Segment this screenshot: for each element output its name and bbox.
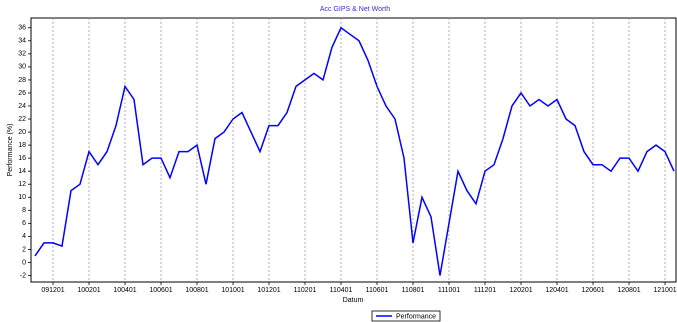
x-tick-label: 100801 (185, 287, 208, 294)
y-tick-label: 22 (18, 116, 26, 123)
x-tick-label: 091201 (41, 287, 64, 294)
y-tick-label: 10 (18, 194, 26, 201)
x-tick-label: 111001 (438, 287, 460, 294)
y-tick-label: 36 (18, 25, 26, 32)
x-axis-label: Datum (343, 297, 364, 304)
y-tick-label: 8 (22, 207, 26, 214)
y-tick-label: -2 (20, 272, 26, 279)
y-tick-label: 20 (18, 129, 26, 136)
y-tick-label: 4 (22, 233, 26, 240)
x-tick-label: 120201 (509, 287, 532, 294)
chart-title: Acc GIPS & Net Worth (320, 6, 390, 13)
x-tick-label: 110401 (330, 287, 353, 294)
x-tick-label: 110601 (366, 287, 389, 294)
y-tick-label: 18 (18, 142, 26, 149)
x-tick-label: 101001 (221, 287, 244, 294)
y-tick-label: 32 (18, 51, 26, 58)
x-tick-label: 100201 (77, 287, 100, 294)
y-tick-label: 30 (18, 64, 26, 71)
x-tick-label: 120401 (545, 287, 568, 294)
y-tick-label: 2 (22, 246, 26, 253)
y-axis-label: Performance (%) (7, 124, 14, 177)
x-tick-label: 101201 (257, 287, 280, 294)
x-tick-label: 121001 (653, 287, 676, 294)
x-tick-label: 100601 (149, 287, 172, 294)
x-tick-label: 120801 (617, 287, 640, 294)
y-tick-label: 26 (18, 90, 26, 97)
y-tick-label: 6 (22, 220, 26, 227)
data-line (34, 26, 675, 276)
y-tick-label: 0 (22, 259, 26, 266)
legend-box (371, 310, 441, 322)
legend: Performance (371, 310, 441, 322)
x-tick-label: 100401 (113, 287, 136, 294)
legend-label: Performance (396, 313, 436, 320)
y-tick-label: 34 (18, 38, 26, 45)
y-tick-label: 16 (18, 155, 26, 162)
x-tick-label: 111201 (474, 287, 496, 294)
x-tick-label: 110201 (294, 287, 317, 294)
y-tick-label: 12 (18, 181, 26, 188)
y-tick-label: 28 (18, 77, 26, 84)
x-tick-label: 120601 (581, 287, 604, 294)
plot-frame (30, 17, 677, 283)
x-tick-label: 110801 (402, 287, 425, 294)
y-tick-label: 14 (18, 168, 26, 175)
y-tick-label: 24 (18, 103, 26, 110)
